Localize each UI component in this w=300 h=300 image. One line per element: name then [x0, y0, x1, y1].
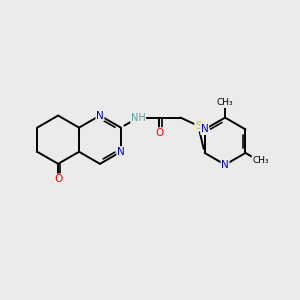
- Text: NH: NH: [131, 112, 146, 123]
- Text: O: O: [155, 128, 164, 138]
- Text: CH₃: CH₃: [217, 98, 233, 107]
- Text: N: N: [117, 147, 125, 157]
- Text: N: N: [201, 124, 208, 134]
- Text: CH₃: CH₃: [252, 156, 269, 165]
- Text: O: O: [54, 174, 62, 184]
- Text: N: N: [221, 160, 229, 170]
- Text: S: S: [195, 121, 202, 131]
- Text: N: N: [96, 110, 104, 121]
